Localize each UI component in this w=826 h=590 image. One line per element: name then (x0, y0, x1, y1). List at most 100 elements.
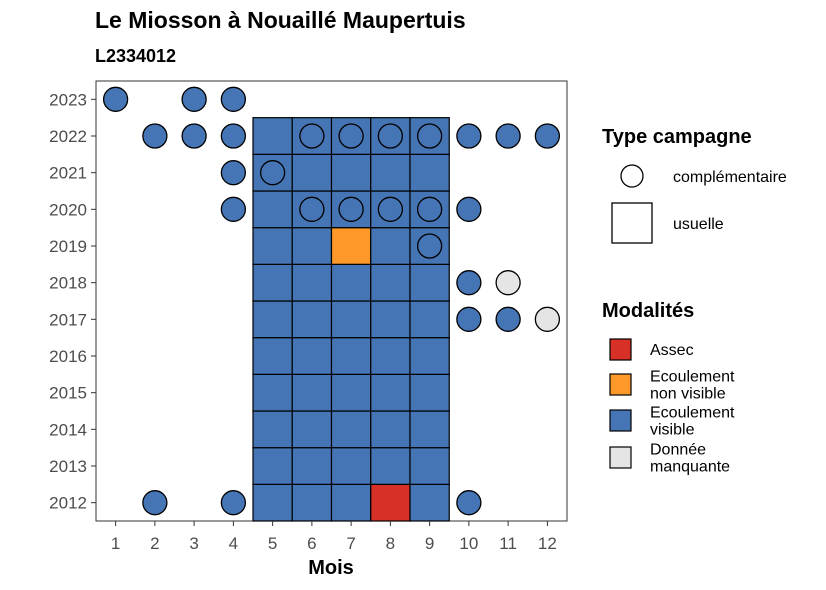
point-2022-9 (416, 123, 443, 149)
point-2020-10 (456, 196, 482, 222)
tile-2012-6 (291, 483, 333, 522)
tile-2017-5 (252, 300, 293, 339)
y-tick-label-2021: 2021 (49, 164, 87, 183)
y-axis: 2012 2013 2014 2015 2016 2017 2018 2019 2020 2021… (49, 90, 96, 513)
point-2022-6 (299, 123, 325, 149)
tile-2014-5 (252, 410, 293, 449)
point-2020-4 (220, 196, 247, 222)
point-2020-7 (338, 196, 364, 222)
x-tick-label-3: 3 (189, 534, 198, 553)
point-2022-7 (338, 123, 364, 149)
point-2021-5 (259, 160, 286, 186)
tile-2021-6 (291, 153, 333, 192)
point-2017-11 (495, 306, 521, 332)
y-tick-label-2014: 2014 (49, 420, 87, 439)
point-2022-10 (456, 123, 482, 149)
tile-2021-8 (370, 153, 411, 192)
point-2023-1 (102, 86, 129, 112)
legend-type-campagne: Type campagne complémentaire usuelle (602, 126, 787, 244)
tile-2018-6 (291, 263, 333, 302)
tile-2013-7 (330, 447, 372, 485)
tile-2017-9 (409, 300, 450, 339)
point-2012-4 (220, 490, 247, 516)
tile-2017-7 (330, 300, 372, 339)
tile-2016-8 (370, 337, 411, 375)
legend-color-label-1-1: non visible (650, 386, 726, 403)
tile-2016-5 (252, 337, 293, 375)
tile-2013-8 (370, 447, 411, 485)
tile-2012-9 (409, 483, 450, 522)
point-2022-2 (142, 123, 168, 149)
tile-2019-8 (370, 227, 411, 265)
x-axis: 1 2 3 4 5 6 7 8 9 10 11 12 (111, 521, 557, 553)
point-2012-10 (456, 490, 482, 516)
tile-2019-5 (252, 227, 293, 265)
x-tick-label-6: 6 (307, 534, 316, 553)
tile-2018-8 (370, 263, 411, 302)
point-2023-3 (181, 86, 207, 112)
tile-2016-7 (330, 337, 372, 375)
tile-2013-5 (252, 447, 293, 485)
point-2022-3 (181, 123, 207, 149)
legend-circle-key (620, 164, 644, 188)
x-tick-label-11: 11 (499, 534, 517, 553)
tile-2013-9 (409, 447, 450, 485)
y-tick-label-2017: 2017 (49, 310, 87, 329)
x-tick-label-12: 12 (538, 534, 557, 553)
legend-color-label-0-0: Assec (650, 342, 694, 359)
y-tick-label-2012: 2012 (49, 494, 87, 513)
tile-2012-7 (330, 483, 372, 522)
point-2019-9 (416, 233, 443, 259)
x-tick-label-10: 10 (459, 534, 478, 553)
point-2012-2 (142, 490, 168, 516)
tile-2017-8 (370, 300, 411, 339)
legend-color-title: Modalités (602, 300, 694, 322)
point-2020-9 (416, 196, 443, 222)
legend-color-label-1-0: Ecoulement (650, 369, 735, 386)
tile-2019-7 (330, 227, 372, 265)
complementaire-points (102, 86, 561, 516)
y-tick-label-2015: 2015 (49, 384, 87, 403)
point-2022-12 (534, 123, 561, 149)
x-tick-label-7: 7 (346, 534, 355, 553)
point-2020-6 (299, 196, 325, 222)
tile-2020-5 (252, 190, 293, 229)
point-2022-8 (377, 123, 404, 149)
x-tick-label-2: 2 (150, 534, 159, 553)
tile-2014-6 (291, 410, 333, 449)
legend-color-label-2-0: Ecoulement (650, 405, 735, 422)
legend-shape-label-1: usuelle (673, 216, 724, 233)
legend-shape-title: Type campagne (602, 126, 752, 148)
tile-2014-7 (330, 410, 372, 449)
y-tick-label-2018: 2018 (49, 274, 87, 293)
y-tick-label-2023: 2023 (49, 90, 87, 109)
legend-square-key (611, 202, 653, 244)
tile-2014-8 (370, 410, 411, 449)
tile-2015-9 (409, 373, 450, 412)
tile-2018-7 (330, 263, 372, 302)
tile-2018-5 (252, 263, 293, 302)
legend-color-key-0 (609, 338, 632, 361)
chart-title: Le Miosson à Nouaillé Maupertuis (95, 7, 466, 33)
tile-2015-6 (291, 373, 333, 412)
point-2022-4 (220, 123, 247, 149)
tile-2016-6 (291, 337, 333, 375)
y-tick-label-2020: 2020 (49, 200, 87, 219)
tile-2022-5 (252, 117, 293, 155)
chart-subtitle: L2334012 (95, 46, 177, 66)
tile-2018-9 (409, 263, 450, 302)
x-tick-label-4: 4 (229, 534, 238, 553)
y-tick-label-2019: 2019 (49, 237, 87, 256)
tile-2019-6 (291, 227, 333, 265)
tile-2021-9 (409, 153, 450, 192)
legend-color-label-2-1: visible (650, 422, 695, 439)
legend-color-key-1 (609, 373, 632, 396)
point-2018-10 (456, 270, 482, 296)
legend-color-label-3-0: Donnée (650, 442, 706, 459)
x-tick-label-5: 5 (268, 534, 277, 553)
legend-color-label-3-1: manquante (650, 459, 730, 476)
point-2017-12 (534, 306, 561, 332)
tile-2021-7 (330, 153, 372, 192)
